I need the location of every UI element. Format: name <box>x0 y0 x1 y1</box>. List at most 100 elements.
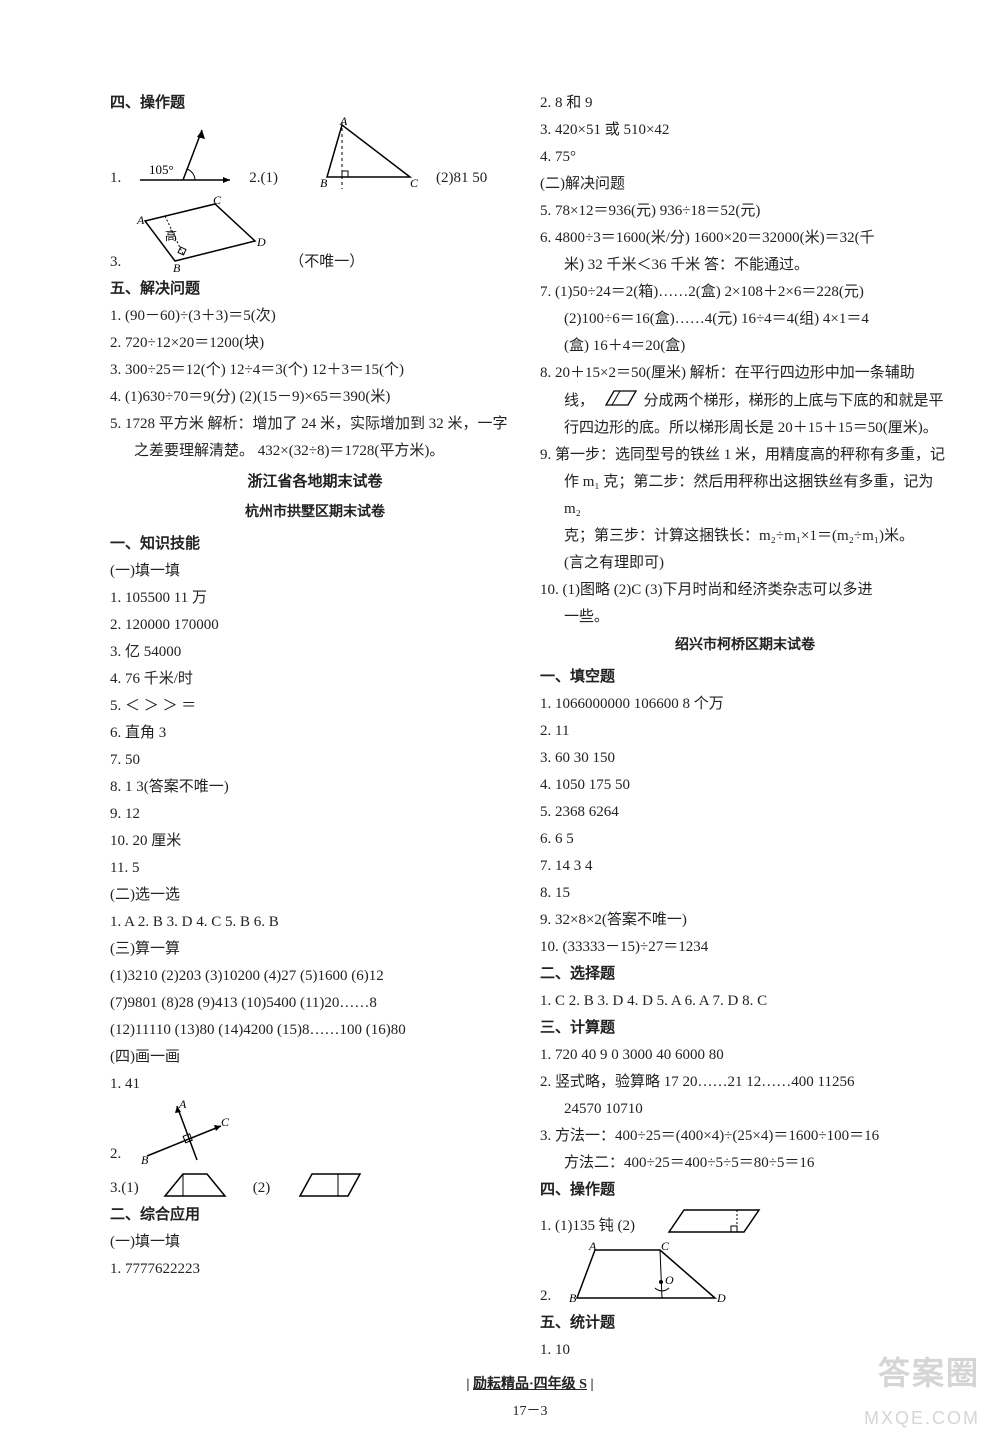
r9b: 作 m₁ 克；第二步：然后用秤称出这捆铁丝有多重，记为 m₂ <box>540 469 950 523</box>
tri-b: B <box>320 176 328 190</box>
r8b-pre: 线， <box>564 393 594 409</box>
sx-sec4: 四、操作题 <box>540 1177 950 1204</box>
hz-f2-1: 1. 7777622223 <box>110 1256 520 1283</box>
hz-f7: 7. 50 <box>110 747 520 774</box>
page-root: 四、操作题 1. 105° 2.(1) A B <box>0 0 1000 1455</box>
left-column: 四、操作题 1. 105° 2.(1) A B <box>110 90 520 1364</box>
d2-c: C <box>221 1115 230 1129</box>
hz-f4: 4. 76 千米/时 <box>110 666 520 693</box>
hz-title: 杭州市拱墅区期末试卷 <box>110 500 520 525</box>
parallelogram-figure: A B C D 高 <box>135 196 275 276</box>
sec5-title: 五、解决问题 <box>110 276 520 303</box>
quadrilateral-figure: A B C D O <box>565 1240 735 1310</box>
shape-3-2 <box>284 1168 370 1202</box>
sx-f1: 1. 1066000000 106600 8 个万 <box>540 691 950 718</box>
hz-choice: 1. A 2. B 3. D 4. C 5. B 6. B <box>110 909 520 936</box>
triangle-figure: A B C <box>292 117 422 192</box>
q3-label: 3. <box>110 249 121 276</box>
q3-note: （不唯一） <box>289 249 364 276</box>
d2-a: A <box>178 1098 187 1111</box>
sx-s1: 1. 10 <box>540 1337 950 1364</box>
small-parallelogram-icon <box>598 387 640 409</box>
sx-op1-a: 1. (1)135 钝 (2) <box>540 1213 635 1240</box>
sx-f5: 5. 2368 6264 <box>540 799 950 826</box>
hz-choice-title: (二)选一选 <box>110 882 520 909</box>
r1: 2. 8 和 9 <box>540 90 950 117</box>
hz-f6: 6. 直角 3 <box>110 720 520 747</box>
sx-op2-row: 2. A B C D O <box>540 1240 950 1310</box>
sx-D: D <box>716 1291 726 1305</box>
r10a: 10. (1)图略 (2)C (3)下月时尚和经济类杂志可以多进 <box>540 577 950 604</box>
s5-1: 1. (90－60)÷(3＋3)＝5(次) <box>110 303 520 330</box>
sx-f3: 3. 60 30 150 <box>540 745 950 772</box>
tri-c: C <box>410 176 419 190</box>
hz-f2: 2. 120000 170000 <box>110 612 520 639</box>
hz-d2-row: 2. A B C <box>110 1098 520 1168</box>
hz-fill-title: (一)填一填 <box>110 558 520 585</box>
sec4-title: 四、操作题 <box>110 90 520 117</box>
s5-2: 2. 720÷12×20＝1200(块) <box>110 330 520 357</box>
s5-3: 3. 300÷25＝12(个) 12÷4＝3(个) 12＋3＝15(个) <box>110 357 520 384</box>
r8a: 8. 20＋15×2＝50(厘米) 解析：在平行四边形中加一条辅助 <box>540 360 950 387</box>
footer-brand: | 励耘精品·四年级 S | <box>110 1372 950 1397</box>
hz-calc-title: (三)算一算 <box>110 936 520 963</box>
sx-O: O <box>665 1273 674 1287</box>
r8b-post: 分成两个梯形，梯形的上底与下底的和就是平 <box>644 393 944 409</box>
sx-c3a: 3. 方法一：400÷25＝(400×4)÷(25×4)＝1600÷100＝16 <box>540 1123 950 1150</box>
s5-5b: 之差要理解清楚。 432×(32÷8)＝1728(平方米)。 <box>110 438 520 465</box>
sx-op1-row: 1. (1)135 钝 (2) <box>540 1204 950 1240</box>
s5-5a: 5. 1728 平方米 解析：增加了 24 米，实际增加到 32 米，一字 <box>110 411 520 438</box>
angle-figure: 105° <box>135 122 235 192</box>
r2: 3. 420×51 或 510×42 <box>540 117 950 144</box>
sx-f2: 2. 11 <box>540 718 950 745</box>
r9d: (言之有理即可) <box>540 550 950 577</box>
hz-calc1: (1)3210 (2)203 (3)10200 (4)27 (5)1600 (6… <box>110 963 520 990</box>
r7c: (盒) 16＋4＝20(盒) <box>540 333 950 360</box>
para-d: D <box>256 235 266 249</box>
hz-fill2-title: (一)填一填 <box>110 1229 520 1256</box>
d2-b: B <box>141 1153 149 1167</box>
para-b: B <box>173 261 181 275</box>
sx-op2: 2. <box>540 1283 551 1310</box>
sx-B: B <box>569 1291 577 1305</box>
angle-105-label: 105° <box>149 162 174 177</box>
hz-f5: 5. ＜ ＞ ＞ ＝ <box>110 693 520 720</box>
r9c: 克；第三步：计算这捆铁长：m₂÷m₁×1＝(m₂÷m₁)米。 <box>540 523 950 550</box>
hz-f10: 10. 20 厘米 <box>110 828 520 855</box>
tri-a: A <box>339 117 348 128</box>
r3: 4. 75° <box>540 144 950 171</box>
r7b: (2)100÷6＝16(盒)……4(元) 16÷4＝4(组) 4×1＝4 <box>540 306 950 333</box>
para-a: A <box>136 213 145 227</box>
sx-f7: 7. 14 3 4 <box>540 853 950 880</box>
hz-f8: 8. 1 3(答案不唯一) <box>110 774 520 801</box>
sx-sec3: 三、计算题 <box>540 1015 950 1042</box>
sx-f8: 8. 15 <box>540 880 950 907</box>
sx-sec5: 五、统计题 <box>540 1310 950 1337</box>
zj-title: 浙江省各地期末试卷 <box>110 469 520 496</box>
sx-f4: 4. 1050 175 50 <box>540 772 950 799</box>
sx-f6: 6. 6 5 <box>540 826 950 853</box>
parallelogram-height-figure <box>649 1204 769 1240</box>
sx-c1: 1. 720 40 9 0 3000 40 6000 80 <box>540 1042 950 1069</box>
hz-f11: 11. 5 <box>110 855 520 882</box>
hz-d3-row: 3.(1) (2) <box>110 1168 520 1202</box>
s5-4: 4. (1)630÷70＝9(分) (2)(15－9)×65＝390(米) <box>110 384 520 411</box>
r-solve-title: (二)解决问题 <box>540 171 950 198</box>
page-number: 17－3 <box>110 1399 950 1424</box>
right-column: 2. 8 和 9 3. 420×51 或 510×42 4. 75° (二)解决… <box>540 90 950 1364</box>
hz-calc3: (12)11110 (13)80 (14)4200 (15)8……100 (16… <box>110 1017 520 1044</box>
hz-f1: 1. 105500 11 万 <box>110 585 520 612</box>
hz-sec1: 一、知识技能 <box>110 531 520 558</box>
hz-f3: 3. 亿 54000 <box>110 639 520 666</box>
q2-answer: (2)81 50 <box>436 165 487 192</box>
r5: 5. 78×12＝936(元) 936÷18＝52(元) <box>540 198 950 225</box>
sx-sec2: 二、选择题 <box>540 961 950 988</box>
para-c: C <box>213 196 222 207</box>
r7a: 7. (1)50÷24＝2(箱)……2(盒) 2×108＋2×6＝228(元) <box>540 279 950 306</box>
r6a: 6. 4800÷3＝1600(米/分) 1600×20＝32000(米)＝32(… <box>540 225 950 252</box>
q3-row: 3. A B C D 高 （不唯一） <box>110 196 520 276</box>
hz-d3-1: 3.(1) <box>110 1175 139 1202</box>
shape-3-1 <box>153 1168 239 1202</box>
sx-C: C <box>661 1240 670 1253</box>
perpendicular-figure: A B C <box>135 1098 235 1168</box>
